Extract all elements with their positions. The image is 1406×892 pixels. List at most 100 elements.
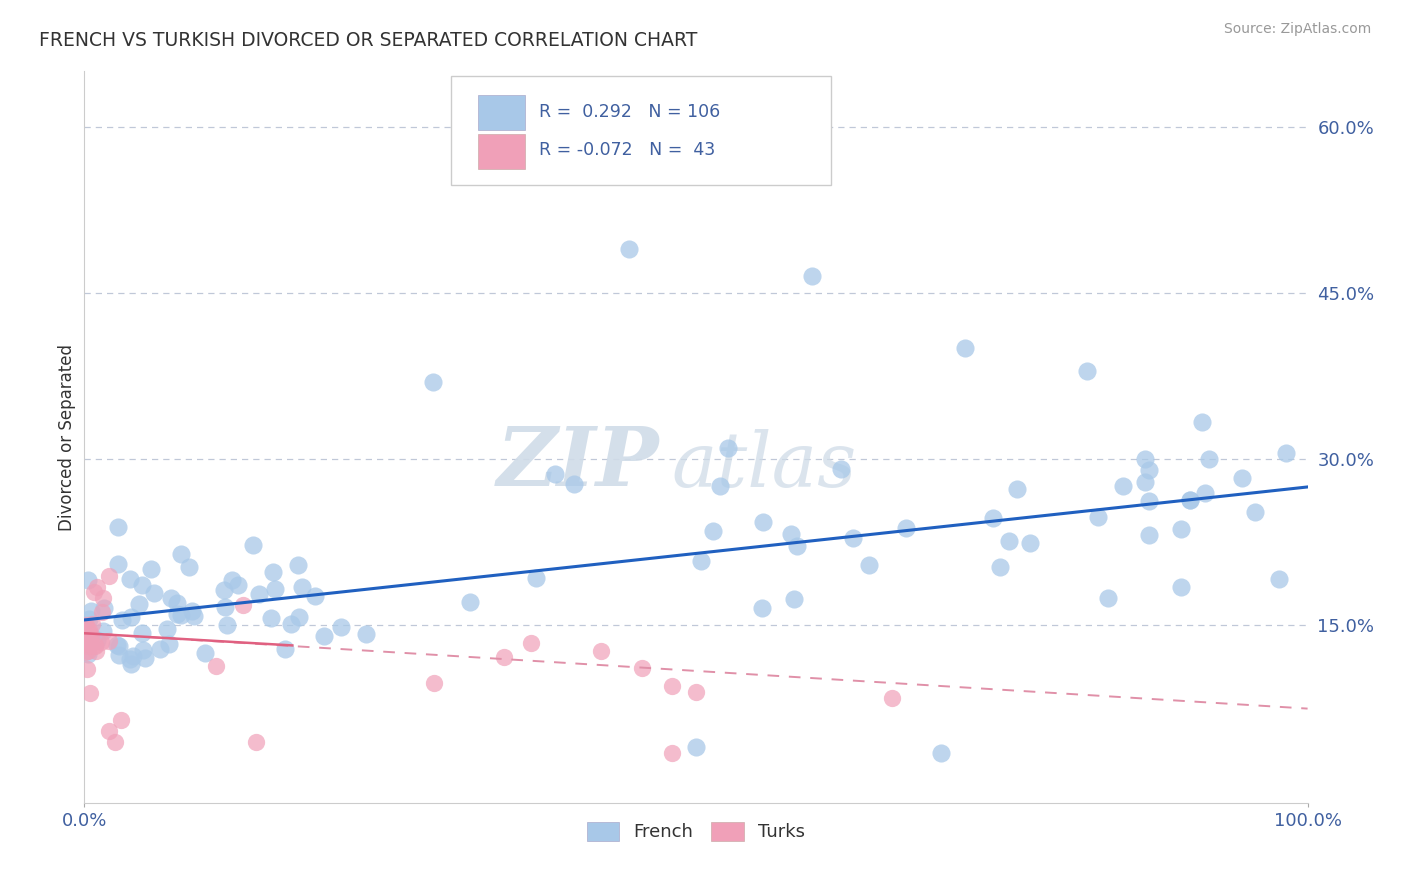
Point [1230, 471, 1253, 485]
Text: R = -0.072   N =  43: R = -0.072 N = 43 [540, 141, 716, 160]
Point [1005, 482, 1028, 496]
Point [591, 643, 613, 657]
Point [685, 740, 707, 755]
Point [104, 735, 127, 749]
Point [79, 634, 101, 648]
Point [80, 628, 103, 642]
Point [110, 713, 132, 727]
Point [142, 585, 165, 599]
Point [983, 511, 1005, 525]
Point [97, 568, 120, 582]
Point [1137, 494, 1160, 508]
Point [1112, 479, 1135, 493]
Point [149, 641, 172, 656]
Point [661, 746, 683, 760]
Point [160, 591, 183, 606]
Point [166, 607, 188, 621]
Point [73, 619, 96, 633]
Point [274, 642, 297, 657]
FancyBboxPatch shape [451, 77, 831, 185]
Point [1135, 475, 1157, 489]
Point [263, 582, 285, 596]
Point [111, 614, 134, 628]
Point [128, 597, 150, 611]
Point [93, 601, 115, 615]
Text: ZIP: ZIP [496, 423, 659, 503]
Point [134, 651, 156, 665]
Point [212, 582, 235, 597]
Point [494, 650, 516, 665]
Point [76, 632, 98, 646]
Point [118, 652, 141, 666]
Point [880, 690, 903, 705]
Point [169, 607, 191, 622]
Point [1170, 580, 1192, 594]
Point [194, 646, 217, 660]
Point [1133, 452, 1156, 467]
Point [423, 676, 446, 690]
Point [76, 662, 98, 676]
Point [690, 554, 713, 568]
Point [1194, 486, 1216, 500]
Point [79, 628, 101, 642]
Point [520, 635, 543, 649]
Legend: French, Turks: French, Turks [579, 814, 813, 848]
Point [122, 649, 145, 664]
Point [631, 661, 654, 675]
Point [801, 269, 824, 284]
Point [262, 565, 284, 579]
Point [76, 639, 98, 653]
Point [90, 605, 112, 619]
Point [998, 534, 1021, 549]
Point [312, 629, 335, 643]
Point [786, 539, 808, 553]
Point [260, 611, 283, 625]
Point [1076, 363, 1098, 377]
Point [988, 559, 1011, 574]
Point [75, 645, 97, 659]
Point [1137, 527, 1160, 541]
Point [287, 558, 309, 572]
Text: FRENCH VS TURKISH DIVORCED OR SEPARATED CORRELATION CHART: FRENCH VS TURKISH DIVORCED OR SEPARATED … [39, 31, 697, 50]
Point [75, 636, 97, 650]
Text: Source: ZipAtlas.com: Source: ZipAtlas.com [1223, 22, 1371, 37]
Point [422, 375, 444, 389]
Point [1178, 493, 1201, 508]
Point [1170, 522, 1192, 536]
Point [1191, 415, 1213, 429]
Point [80, 604, 103, 618]
Point [166, 596, 188, 610]
Point [77, 612, 100, 626]
Point [1019, 535, 1042, 549]
Point [205, 659, 228, 673]
Y-axis label: Divorced or Separated: Divorced or Separated [58, 343, 76, 531]
Point [84, 640, 107, 654]
Point [544, 467, 567, 481]
Point [354, 627, 377, 641]
Point [458, 594, 481, 608]
Point [120, 609, 142, 624]
Point [841, 531, 863, 545]
Point [1267, 572, 1289, 586]
Point [562, 476, 585, 491]
Point [108, 639, 131, 653]
Point [661, 680, 683, 694]
Point [709, 479, 731, 493]
Point [685, 685, 707, 699]
Point [247, 587, 270, 601]
Point [77, 644, 100, 658]
Point [953, 342, 976, 356]
Point [1097, 591, 1119, 605]
Point [221, 573, 243, 587]
Point [91, 591, 114, 605]
Point [120, 657, 142, 672]
Point [86, 632, 108, 647]
Point [84, 639, 107, 653]
Point [330, 620, 353, 634]
Point [226, 578, 249, 592]
Point [752, 515, 775, 529]
Point [107, 648, 129, 662]
Point [83, 585, 105, 599]
Point [280, 617, 302, 632]
Text: R =  0.292   N = 106: R = 0.292 N = 106 [540, 103, 721, 120]
